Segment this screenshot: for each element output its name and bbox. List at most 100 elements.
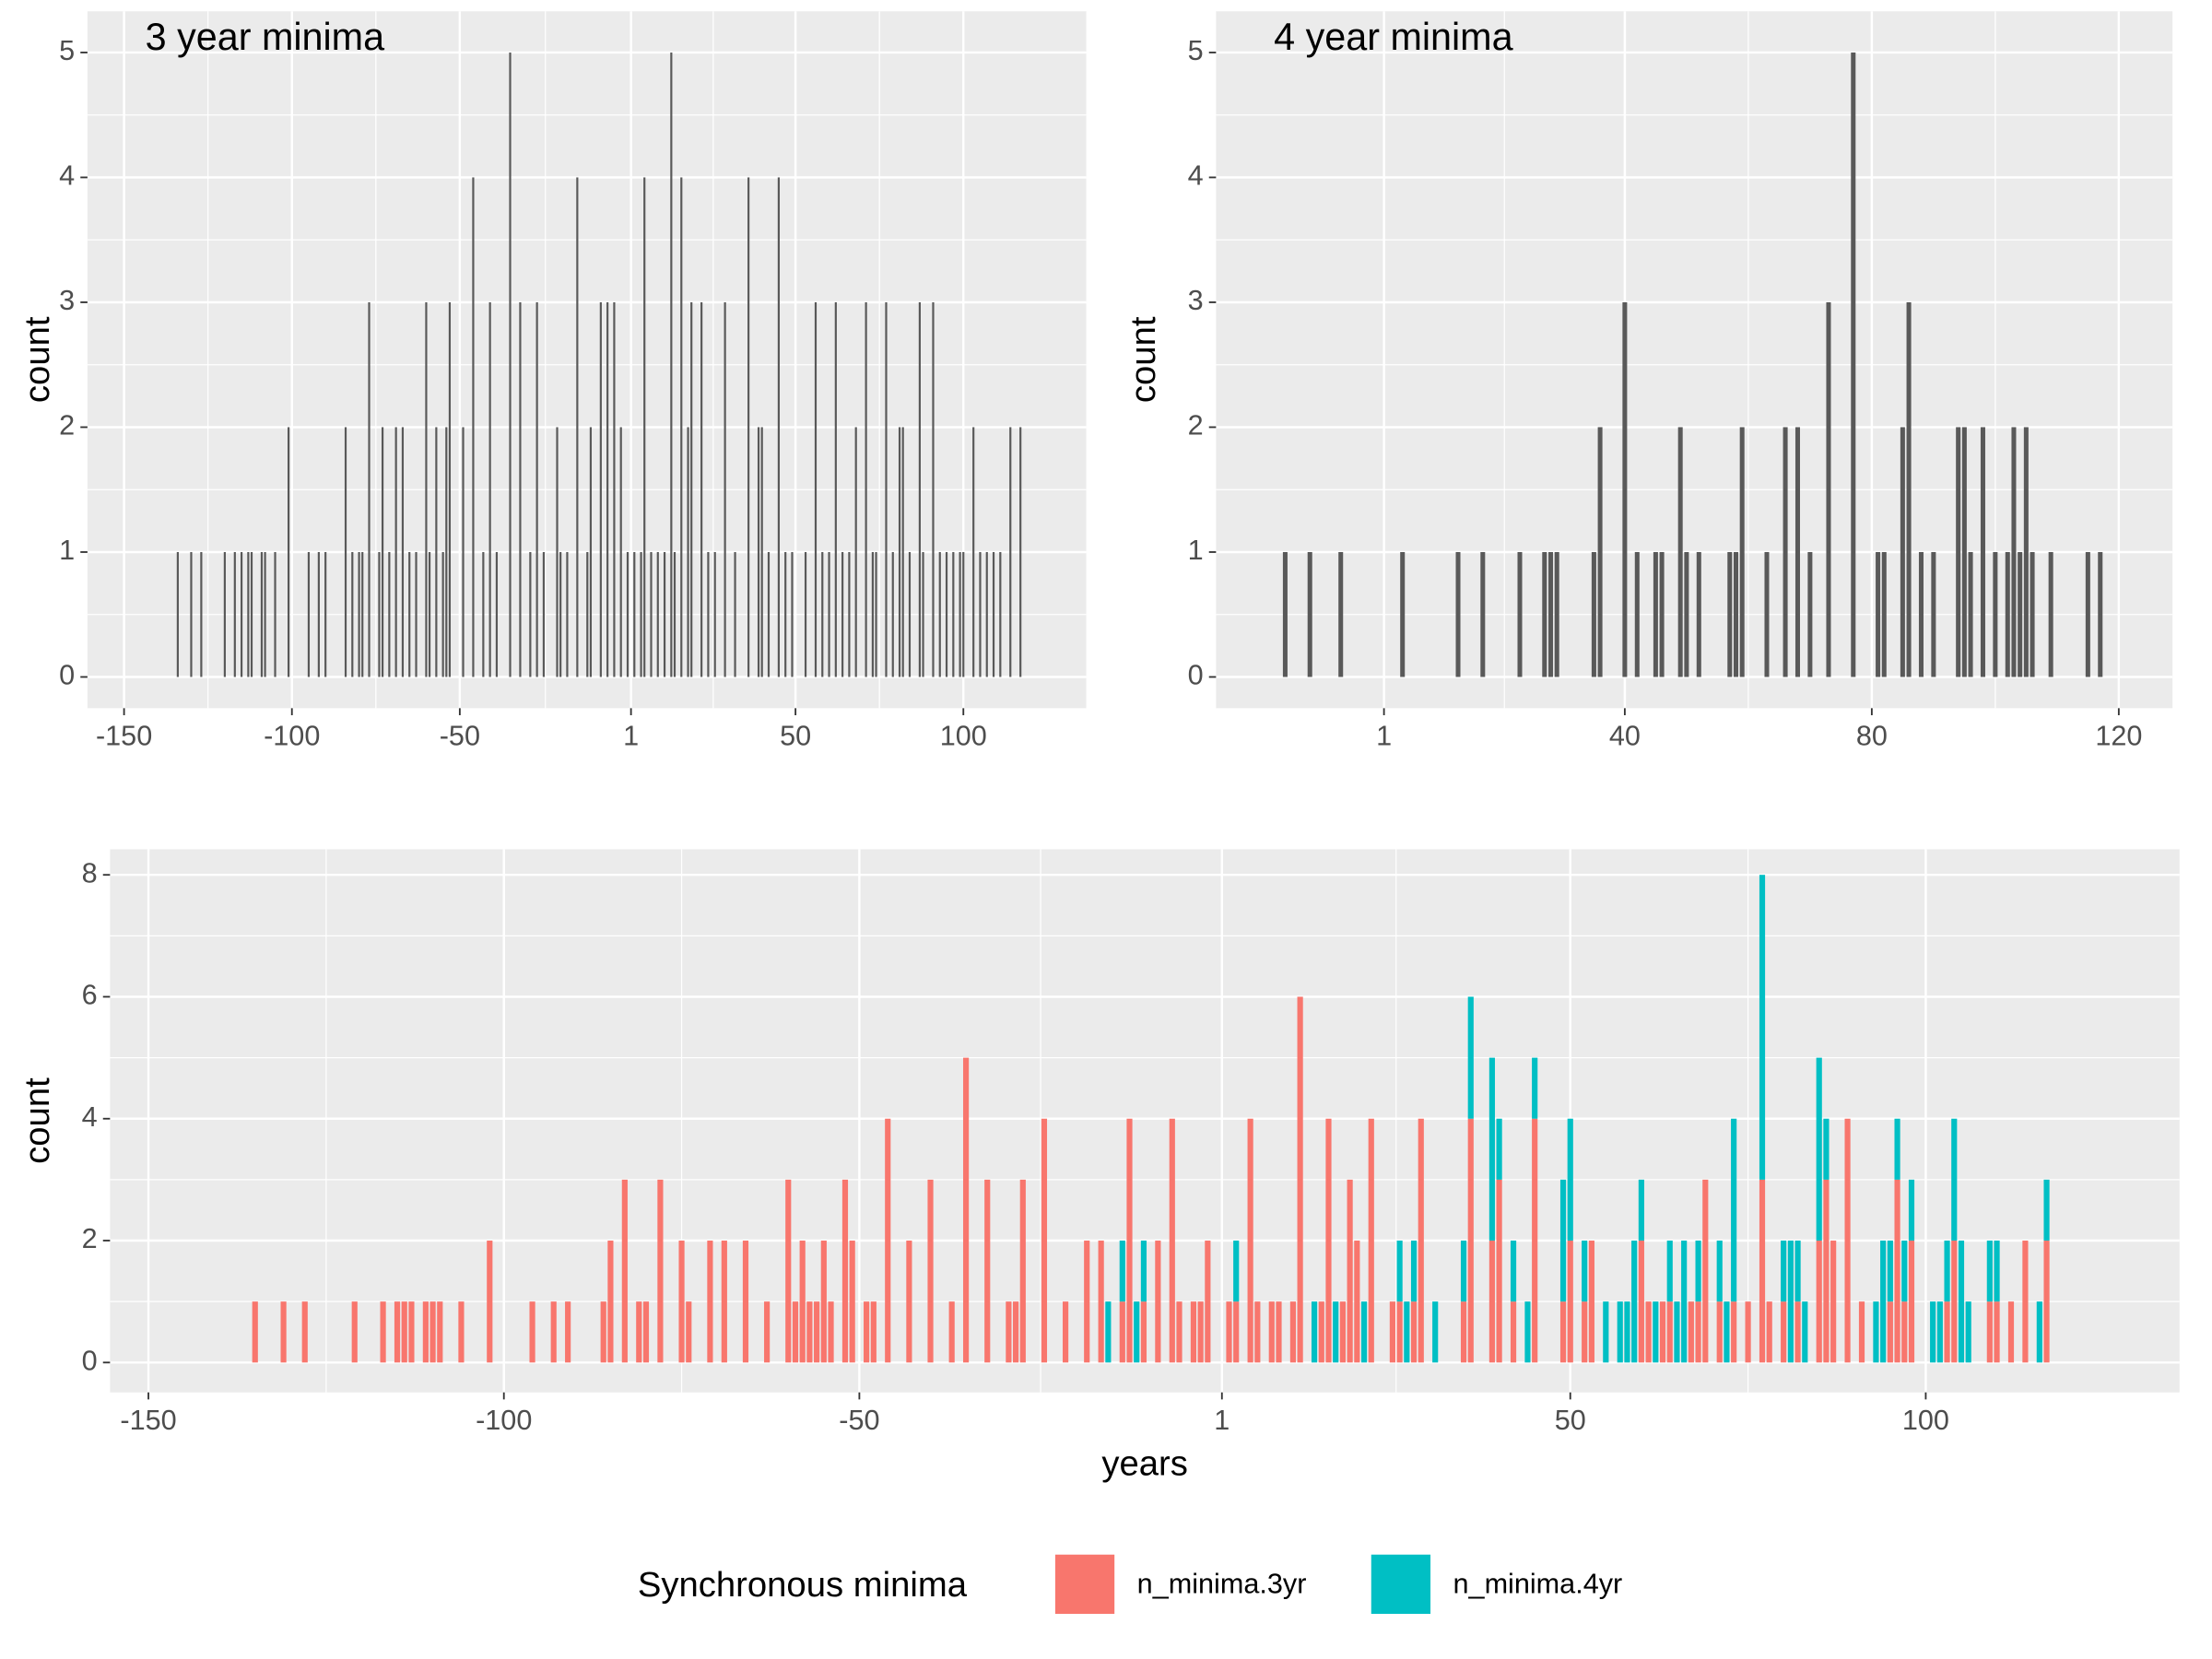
- y-tick-label: 3: [59, 285, 75, 316]
- bar: [952, 551, 955, 677]
- bar: [1894, 1118, 1900, 1180]
- bar: [1666, 1241, 1673, 1302]
- bar: [972, 427, 975, 677]
- bar: [422, 1301, 429, 1363]
- bar: [1389, 1301, 1395, 1363]
- bar: [1944, 1301, 1950, 1363]
- bar: [2022, 1241, 2029, 1363]
- bar: [1781, 1241, 1787, 1302]
- bar: [435, 427, 438, 677]
- bar: [885, 301, 888, 677]
- bar: [636, 1301, 642, 1363]
- bar: [619, 427, 622, 677]
- bar: [2005, 551, 2010, 677]
- bar: [1396, 1241, 1403, 1302]
- y-axis-title: count: [18, 1077, 57, 1164]
- bar: [1467, 1118, 1474, 1363]
- bar: [589, 427, 593, 677]
- bar: [1559, 1301, 1567, 1363]
- bar: [1695, 1241, 1701, 1302]
- bar: [1968, 551, 1973, 677]
- bar: [1881, 551, 1887, 677]
- bar: [1823, 1179, 1830, 1363]
- y-tick-label: 1: [59, 535, 75, 566]
- bar: [1140, 1241, 1147, 1302]
- bar: [979, 551, 982, 677]
- bar: [600, 1301, 606, 1363]
- bar: [1567, 1118, 1573, 1241]
- x-tick-label: 1: [1214, 1405, 1230, 1436]
- bar: [388, 551, 391, 677]
- bar: [922, 551, 924, 677]
- bar: [1816, 1057, 1822, 1241]
- bar: [1794, 1301, 1801, 1363]
- bar: [626, 551, 629, 677]
- bar: [849, 1241, 855, 1363]
- bar: [1830, 1241, 1837, 1363]
- bar: [1460, 1301, 1467, 1363]
- bar: [678, 1241, 685, 1363]
- bar: [2030, 551, 2035, 677]
- bar: [1176, 1301, 1182, 1363]
- bar: [814, 1301, 820, 1363]
- y-tick-label: 2: [59, 410, 75, 441]
- bar: [999, 551, 1002, 677]
- bar: [656, 551, 659, 677]
- bar: [1134, 1301, 1140, 1363]
- y-axis-title: count: [1124, 316, 1163, 403]
- bar: [1638, 1241, 1644, 1363]
- bar: [1900, 427, 1905, 677]
- bar: [767, 551, 771, 677]
- bar: [1961, 427, 1967, 677]
- bar: [2018, 551, 2023, 677]
- bar: [734, 551, 736, 677]
- bar: [458, 1301, 465, 1363]
- y-tick-label: 8: [82, 857, 98, 888]
- bar: [599, 301, 602, 677]
- bar: [565, 1301, 571, 1363]
- bar: [820, 1241, 827, 1363]
- bar: [804, 551, 807, 677]
- bar: [274, 551, 276, 677]
- bar: [1410, 1241, 1418, 1302]
- bar: [1532, 1057, 1538, 1119]
- bar: [542, 551, 546, 677]
- bar: [1289, 1301, 1297, 1363]
- bar: [1764, 551, 1770, 677]
- bar: [1653, 551, 1658, 677]
- bar: [358, 551, 360, 677]
- bar: [938, 551, 941, 677]
- bar: [918, 301, 921, 677]
- bar: [550, 1301, 557, 1363]
- bar: [301, 1301, 308, 1363]
- bar: [724, 301, 726, 677]
- bar: [535, 301, 538, 677]
- bar: [1588, 1241, 1594, 1363]
- bar: [777, 177, 781, 677]
- bar: [1901, 1241, 1908, 1302]
- y-tick-label: 4: [59, 160, 75, 192]
- bar: [1396, 1301, 1403, 1363]
- bar: [680, 177, 683, 677]
- bar: [1880, 1241, 1887, 1363]
- bar: [1140, 1301, 1147, 1363]
- bar: [791, 551, 794, 677]
- bar: [2023, 427, 2029, 677]
- bar: [1695, 1301, 1701, 1363]
- bar: [1197, 1301, 1204, 1363]
- bar: [176, 551, 179, 677]
- bar: [1282, 551, 1288, 677]
- bar: [247, 551, 250, 677]
- bar: [519, 301, 522, 677]
- bar: [509, 52, 512, 677]
- bar: [1766, 1301, 1772, 1363]
- bar: [394, 1301, 401, 1363]
- bar: [945, 551, 948, 677]
- bar: [1674, 1301, 1680, 1363]
- bar: [1126, 1118, 1133, 1363]
- bar: [280, 1301, 287, 1363]
- bar: [241, 551, 243, 677]
- bar: [1894, 1179, 1900, 1363]
- bar: [932, 301, 935, 677]
- bar: [1155, 1241, 1161, 1363]
